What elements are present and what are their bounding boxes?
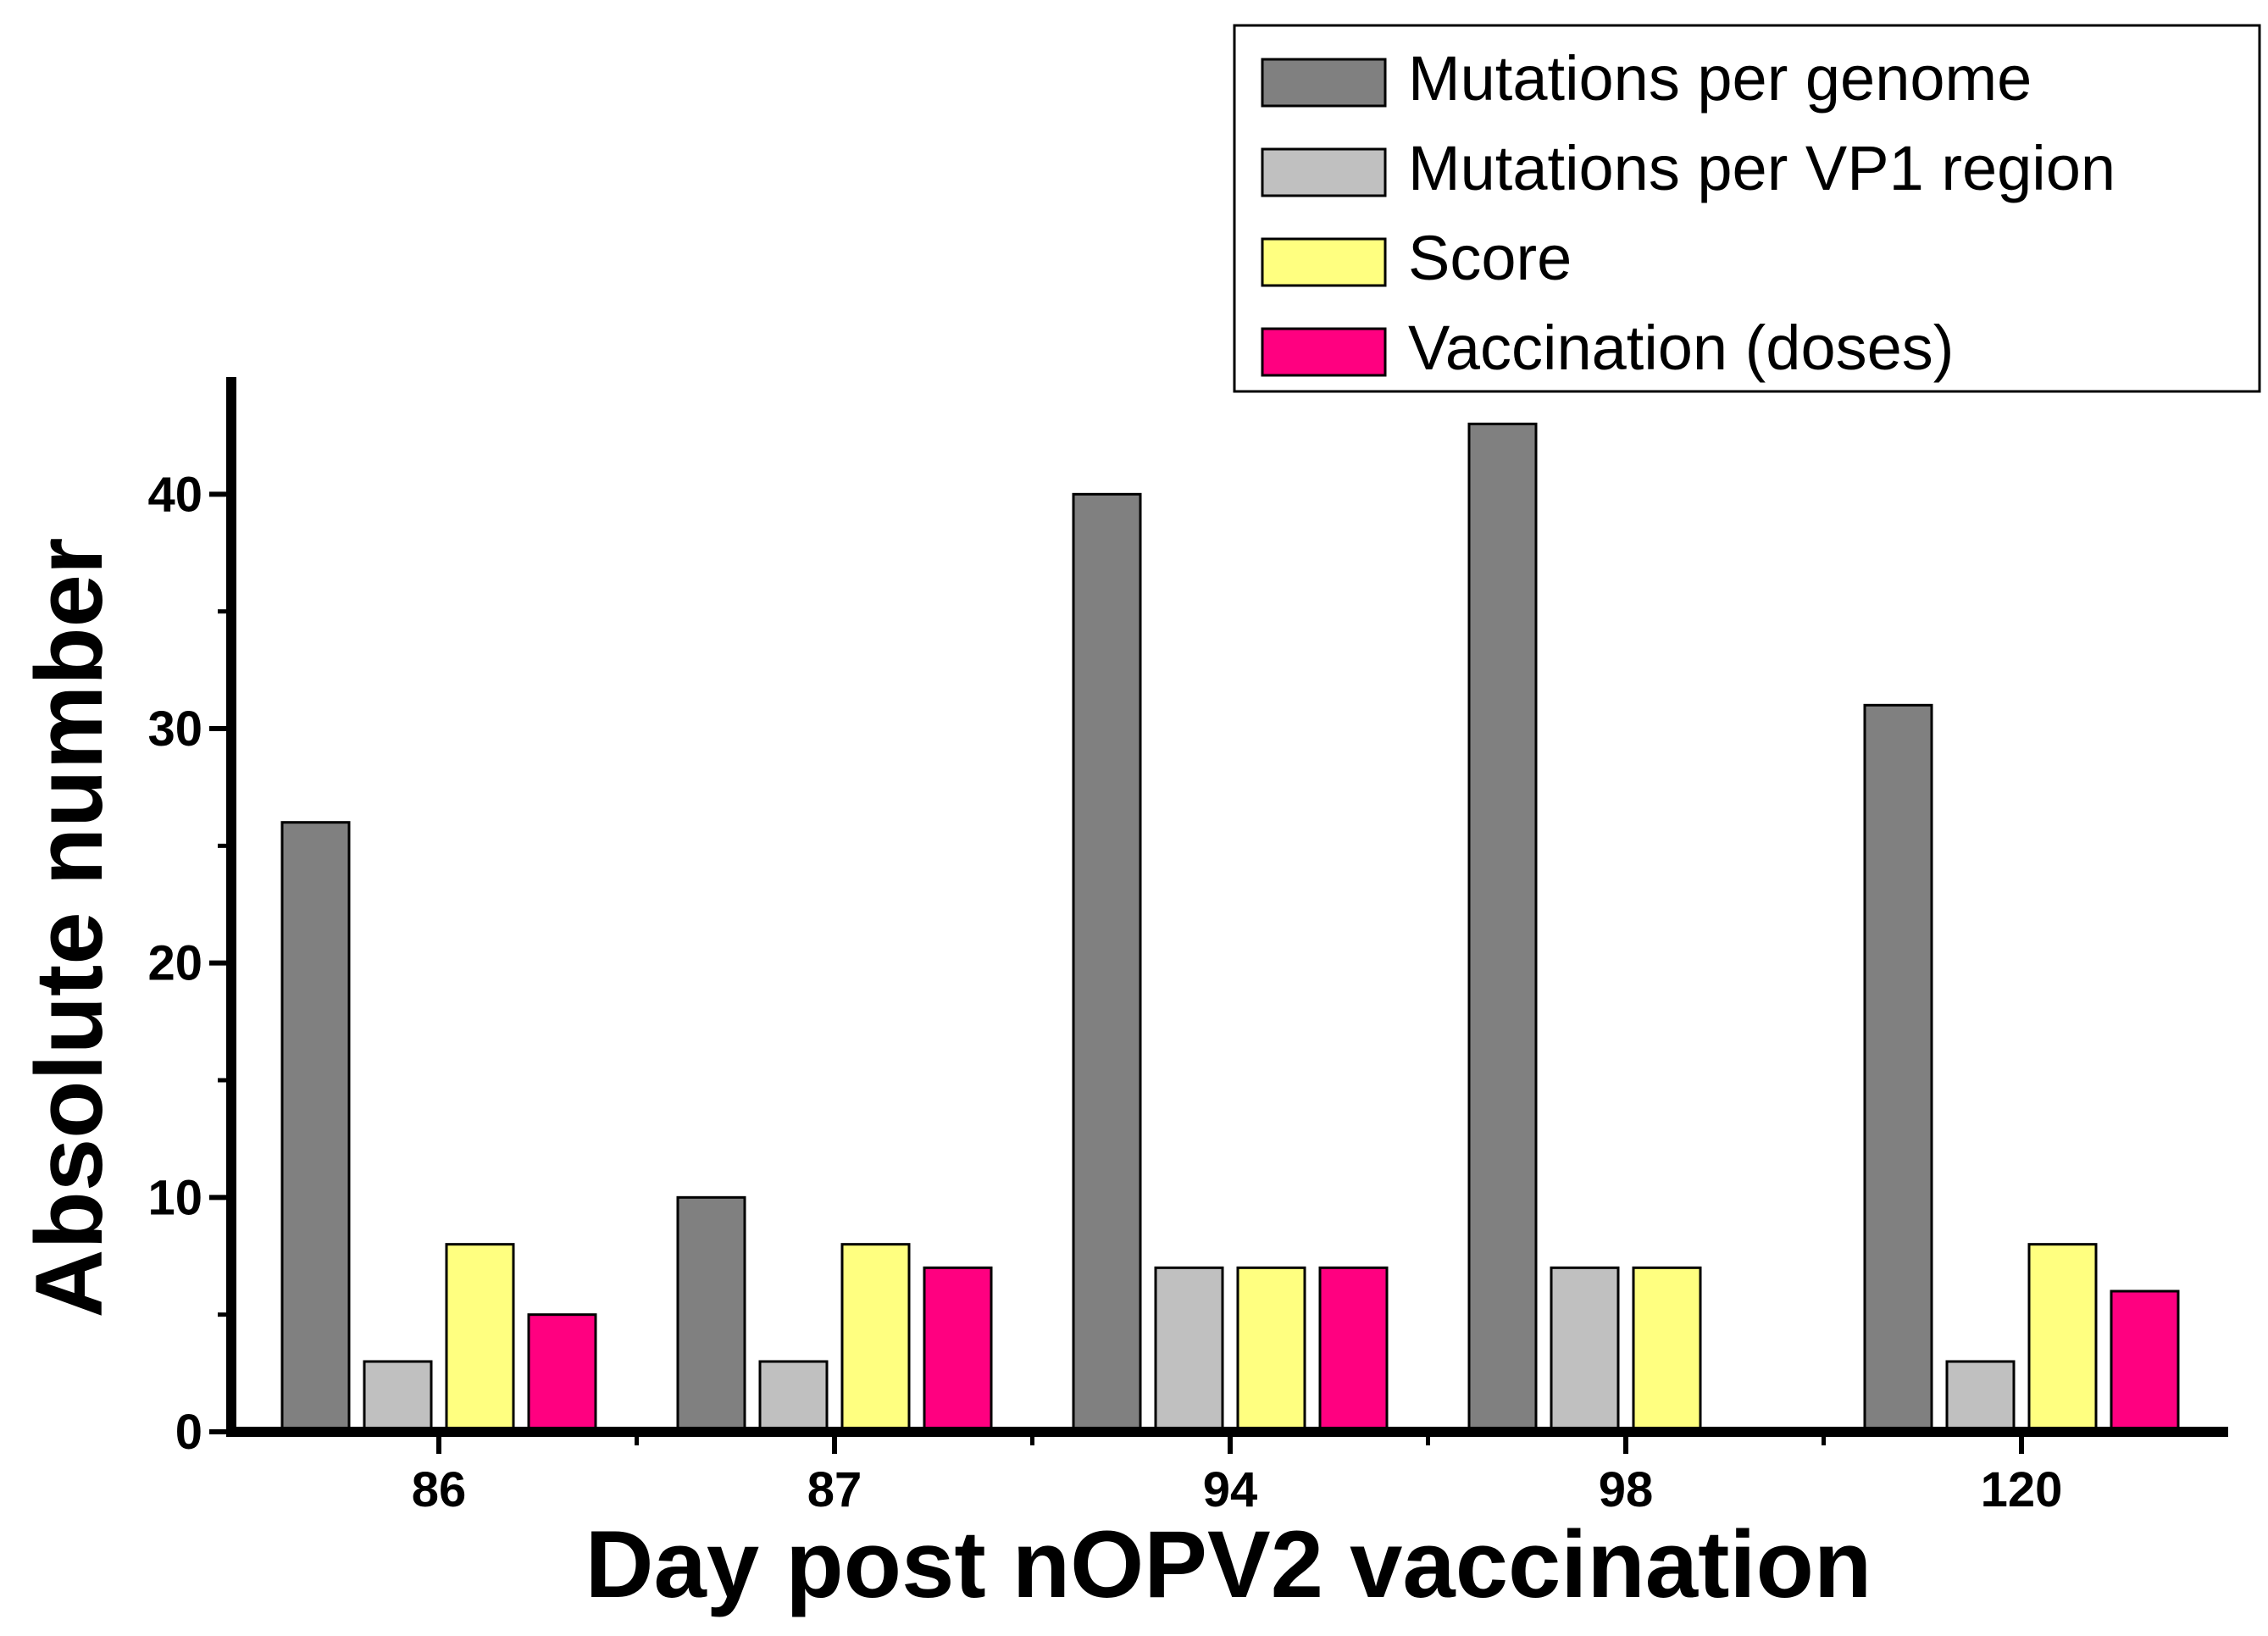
y-ticks: 0 10 20 30 40 (147, 467, 231, 1460)
x-tick-label-98: 98 (1599, 1462, 1654, 1517)
y-tick-label: 20 (147, 936, 202, 991)
legend-label-mutations-per-vp1-region: Mutations per VP1 region (1408, 133, 2116, 203)
bar-mutations-per-genome-98 (1467, 422, 1538, 1434)
x-ticks: 86 87 94 98 120 (412, 1432, 2063, 1517)
bar-vaccination-doses-94 (1318, 1266, 1389, 1434)
bar-mutations-per-vp1-region-120 (1945, 1360, 2016, 1434)
y-tick-label: 0 (175, 1405, 202, 1460)
x-tick-label-86: 86 (412, 1462, 467, 1517)
bar-score-94 (1236, 1266, 1306, 1434)
bar-mutations-per-genome-120 (1863, 703, 1933, 1434)
bars-layer (280, 422, 2180, 1434)
legend-box (1233, 24, 2261, 393)
bar-vaccination-doses-86 (527, 1313, 597, 1434)
bar-score-86 (445, 1243, 515, 1434)
y-tick-label: 30 (147, 702, 202, 757)
legend-swatch-mutations-per-vp1-region (1261, 147, 1387, 197)
bar-mutations-per-genome-86 (280, 821, 351, 1434)
x-tick-label-87: 87 (807, 1462, 862, 1517)
bar-score-120 (2027, 1243, 2098, 1434)
legend-label-mutations-per-genome: Mutations per genome (1408, 43, 2032, 114)
x-tick-label-94: 94 (1203, 1462, 1258, 1517)
legend-swatch-score (1261, 237, 1387, 287)
bar-mutations-per-genome-87 (676, 1195, 746, 1434)
bar-score-87 (840, 1243, 911, 1434)
legend-label-vaccination-doses: Vaccination (doses) (1408, 313, 1954, 383)
legend: Mutations per genome Mutations per VP1 re… (1233, 24, 2261, 393)
legend-label-score: Score (1408, 223, 1572, 293)
y-tick-label: 10 (147, 1170, 202, 1225)
bar-mutations-per-vp1-region-94 (1154, 1266, 1224, 1434)
bar-vaccination-doses-87 (923, 1266, 993, 1434)
bar-mutations-per-vp1-region-98 (1550, 1266, 1620, 1434)
bar-mutations-per-vp1-region-86 (363, 1360, 433, 1434)
y-axis-title: Absolute number (16, 538, 122, 1318)
x-tick-label-120: 120 (1981, 1462, 2063, 1517)
legend-swatch-vaccination-doses (1261, 327, 1387, 377)
bar-mutations-per-genome-94 (1072, 492, 1142, 1434)
bar-mutations-per-vp1-region-87 (758, 1360, 829, 1434)
x-axis-title: Day post nOPV2 vaccination (585, 1511, 1872, 1617)
y-tick-label: 40 (147, 467, 202, 522)
bar-vaccination-doses-120 (2110, 1289, 2180, 1434)
legend-swatch-mutations-per-genome (1261, 58, 1387, 108)
bar-score-98 (1632, 1266, 1702, 1434)
